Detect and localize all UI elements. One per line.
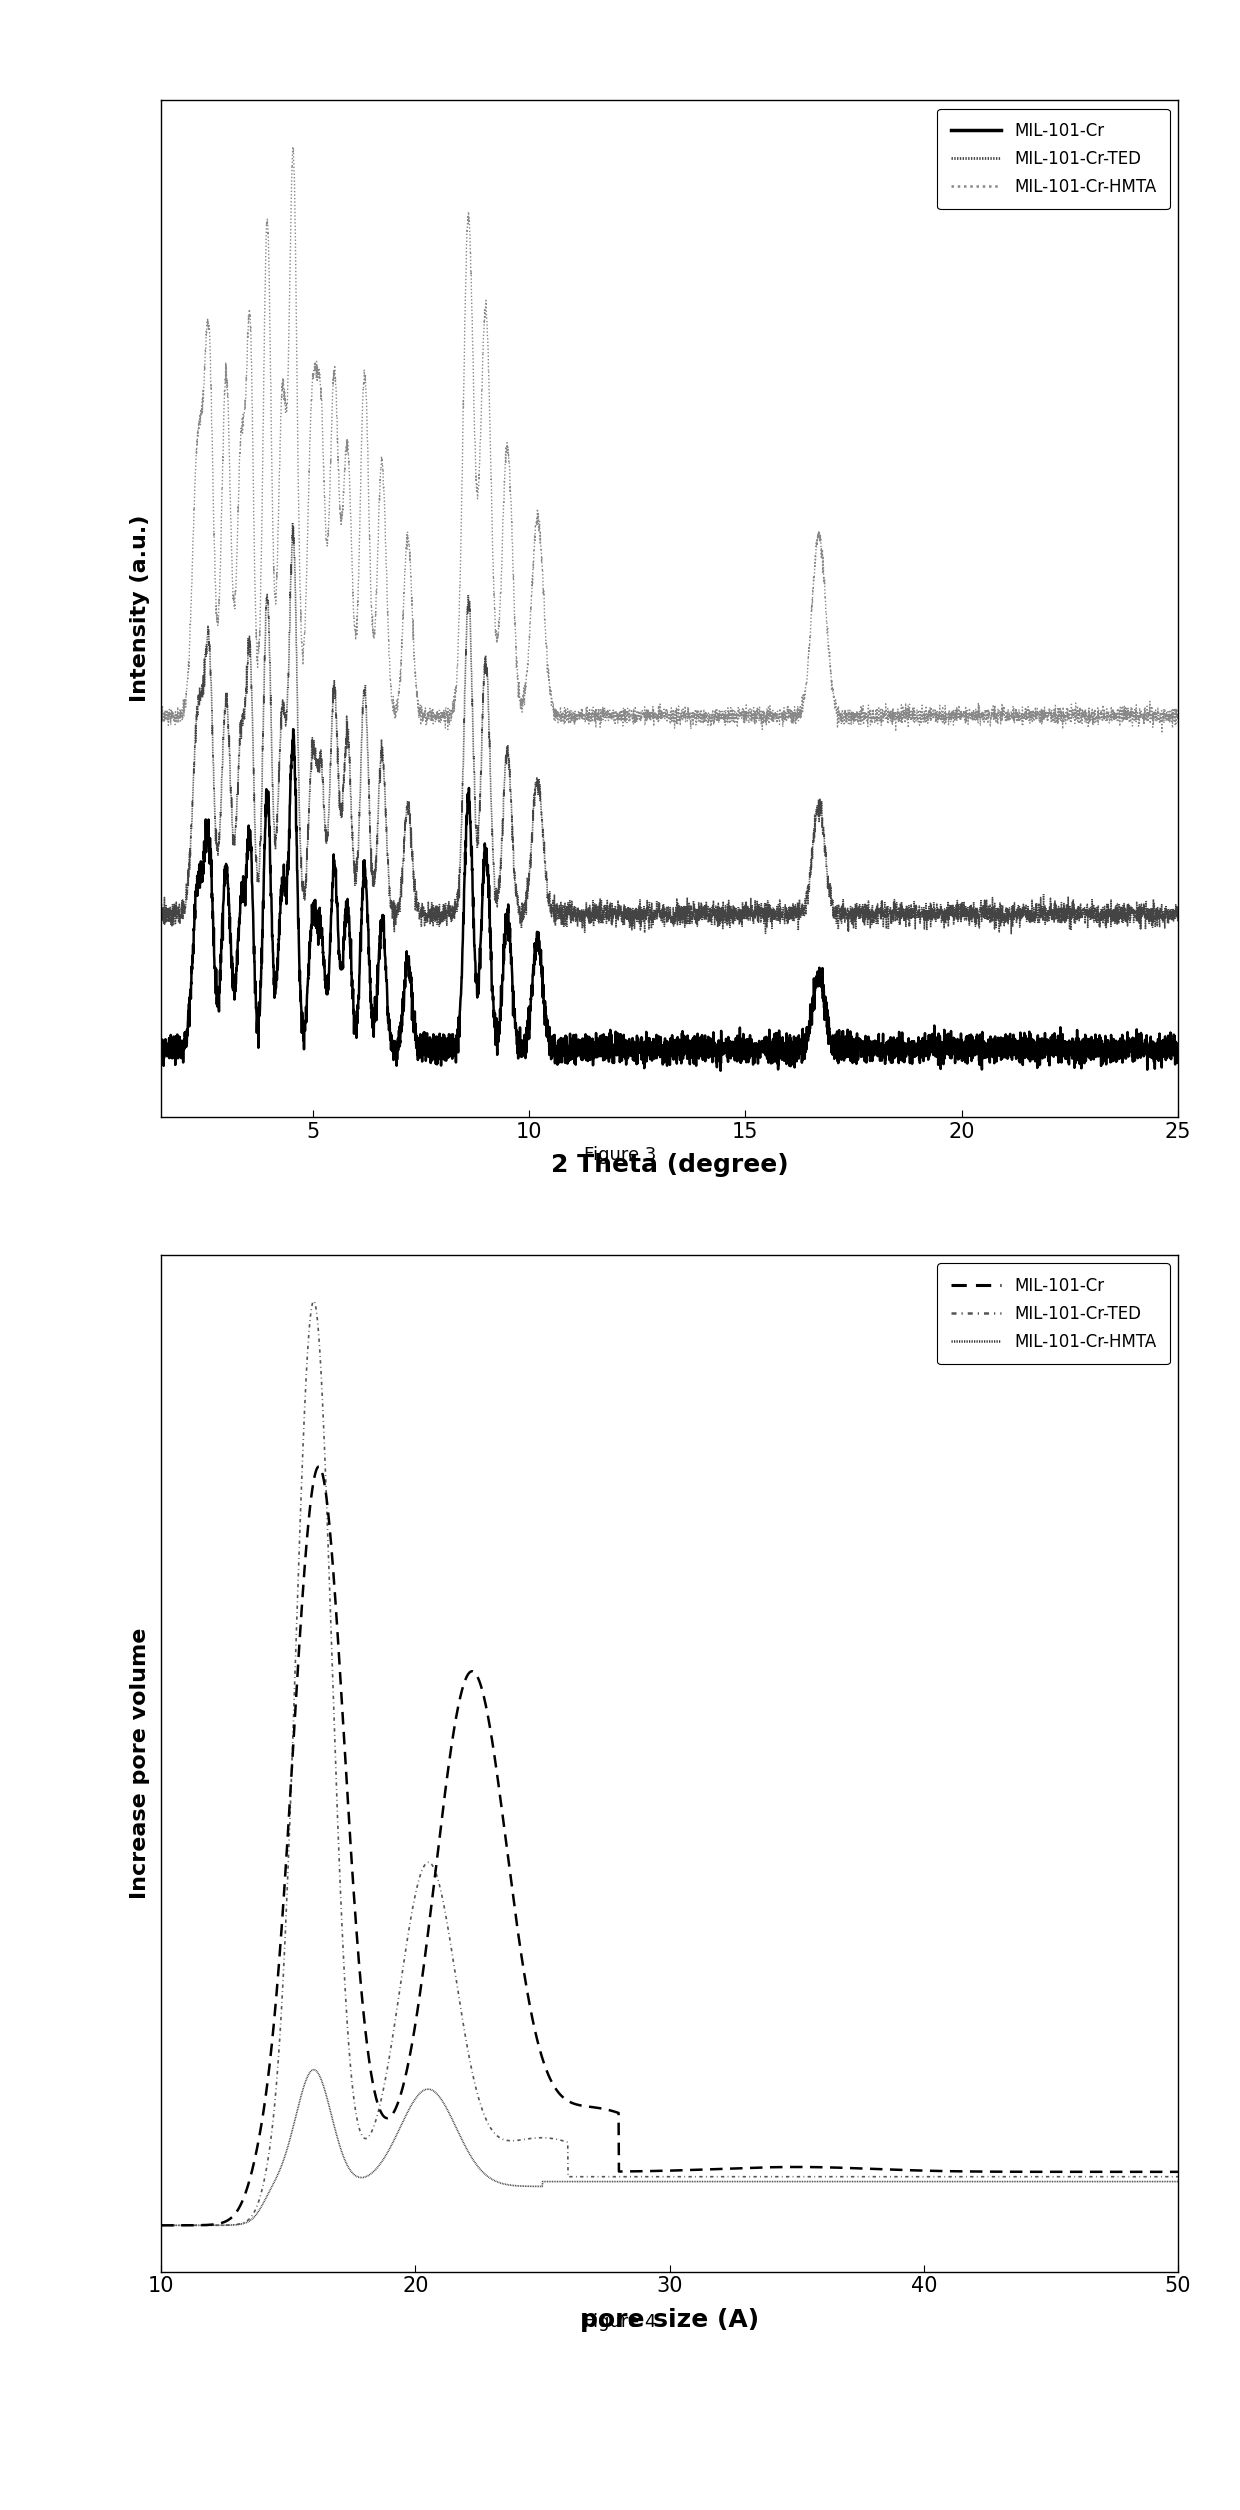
Legend: MIL-101-Cr, MIL-101-Cr-TED, MIL-101-Cr-HMTA: MIL-101-Cr, MIL-101-Cr-TED, MIL-101-Cr-H… [937, 1263, 1169, 1363]
Text: Figure 3: Figure 3 [584, 1145, 656, 1165]
Text: Figure 4: Figure 4 [584, 2312, 656, 2332]
Y-axis label: Increase pore volume: Increase pore volume [130, 1626, 150, 1900]
X-axis label: 2 Theta (degree): 2 Theta (degree) [551, 1152, 789, 1177]
Y-axis label: Intensity (a.u.): Intensity (a.u.) [130, 515, 150, 703]
Legend: MIL-101-Cr, MIL-101-Cr-TED, MIL-101-Cr-HMTA: MIL-101-Cr, MIL-101-Cr-TED, MIL-101-Cr-H… [937, 108, 1169, 208]
X-axis label: pore size (A): pore size (A) [580, 2307, 759, 2332]
